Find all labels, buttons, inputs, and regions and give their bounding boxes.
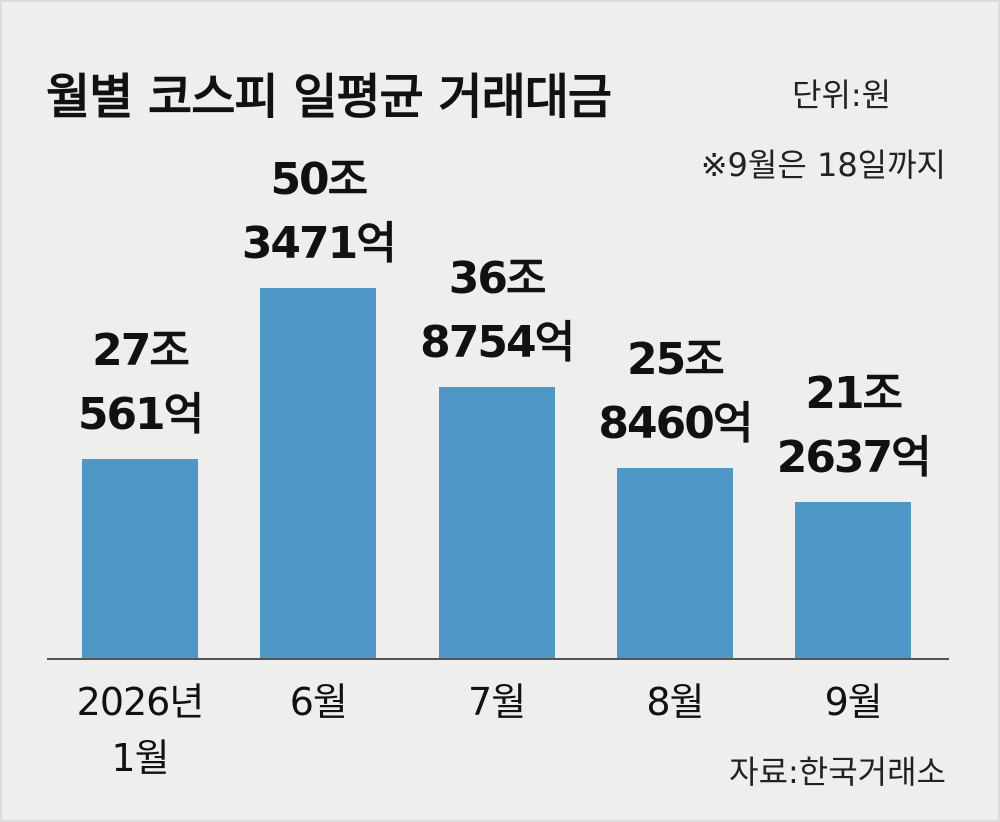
x-tick-label: 6월 (289, 680, 348, 724)
bar (260, 288, 377, 658)
annotation: ※9월은 18일까지 (700, 146, 946, 184)
value-label: 25조 8460억 (598, 334, 753, 450)
x-tick-label: 2026년 1월 (76, 680, 205, 780)
value-label: 36조 8754억 (420, 253, 575, 369)
x-tick-label: 9월 (824, 680, 883, 724)
value-label: 27조 561억 (77, 325, 204, 441)
chart-title: 월별 코스피 일평균 거래대금 (46, 69, 612, 125)
value-label: 21조 2637억 (776, 367, 932, 483)
bar (795, 501, 912, 658)
baseline (47, 658, 949, 660)
source: 자료:한국거래소 (729, 753, 946, 791)
value-label: 50조 3471억 (241, 154, 397, 269)
bar (82, 459, 198, 658)
unit-note: 단위:원 (792, 76, 892, 114)
x-tick-label: 7월 (468, 680, 526, 724)
x-tick-label: 8월 (646, 680, 704, 724)
bar (438, 387, 555, 658)
bar (616, 468, 733, 658)
